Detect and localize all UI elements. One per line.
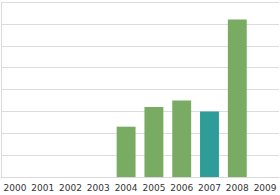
svg-text:2007: 2007	[198, 183, 221, 193]
svg-text:2001: 2001	[31, 183, 54, 193]
svg-text:2006: 2006	[170, 183, 193, 193]
svg-text:2002: 2002	[59, 183, 82, 193]
svg-text:2008: 2008	[226, 183, 249, 193]
svg-text:2000: 2000	[3, 183, 26, 193]
svg-text:2004: 2004	[115, 183, 138, 193]
svg-text:2003: 2003	[87, 183, 110, 193]
svg-text:2005: 2005	[142, 183, 165, 193]
svg-text:2009: 2009	[254, 183, 277, 193]
